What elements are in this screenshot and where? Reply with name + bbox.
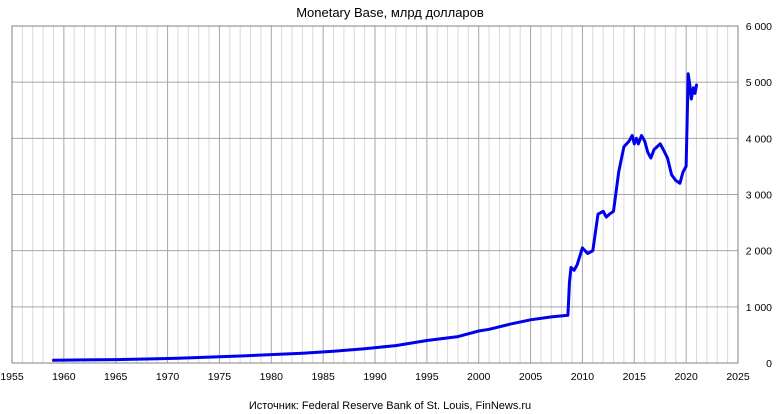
x-tick-label: 1970: [156, 371, 180, 383]
monetary-base-line: [52, 72, 698, 362]
y-tick-label: 3 000: [746, 190, 772, 202]
chart-title: Monetary Base, млрд долларов: [296, 5, 484, 20]
y-tick-label: 4 000: [746, 133, 772, 145]
y-axis-ticks: 0 1 000 2 000 3 000 4 000 5 000 6 000: [746, 21, 772, 370]
x-tick-label: 1980: [260, 371, 284, 383]
x-tick-label: 1990: [363, 371, 387, 383]
x-tick-label: 2000: [467, 371, 491, 383]
x-tick-label: 2005: [519, 371, 543, 383]
x-tick-label: 1955: [0, 371, 24, 383]
x-tick-label: 1995: [415, 371, 439, 383]
x-tick-label: 2010: [571, 371, 595, 383]
plot-area-frame: [11, 25, 739, 364]
y-tick-label: 2 000: [746, 246, 772, 258]
x-tick-label: 1985: [311, 371, 335, 383]
y-tick-label: 5 000: [746, 77, 772, 89]
x-tick-label: 2020: [674, 371, 698, 383]
x-axis-ticks: 1955 1960 1965 1970 1975 1980 1985 1990 1995 2000…: [0, 371, 750, 383]
x-tick-label: 1960: [52, 371, 76, 383]
chart-source: Источник: Federal Reserve Bank of St. Lo…: [249, 400, 531, 412]
y-tick-label: 1 000: [746, 302, 772, 314]
x-tick-label: 2025: [726, 371, 750, 383]
x-tick-label: 1965: [104, 371, 128, 383]
x-tick-label: 1975: [208, 371, 232, 383]
y-tick-label: 0: [766, 358, 772, 370]
y-tick-label: 6 000: [746, 21, 772, 33]
x-tick-label: 2015: [623, 371, 647, 383]
